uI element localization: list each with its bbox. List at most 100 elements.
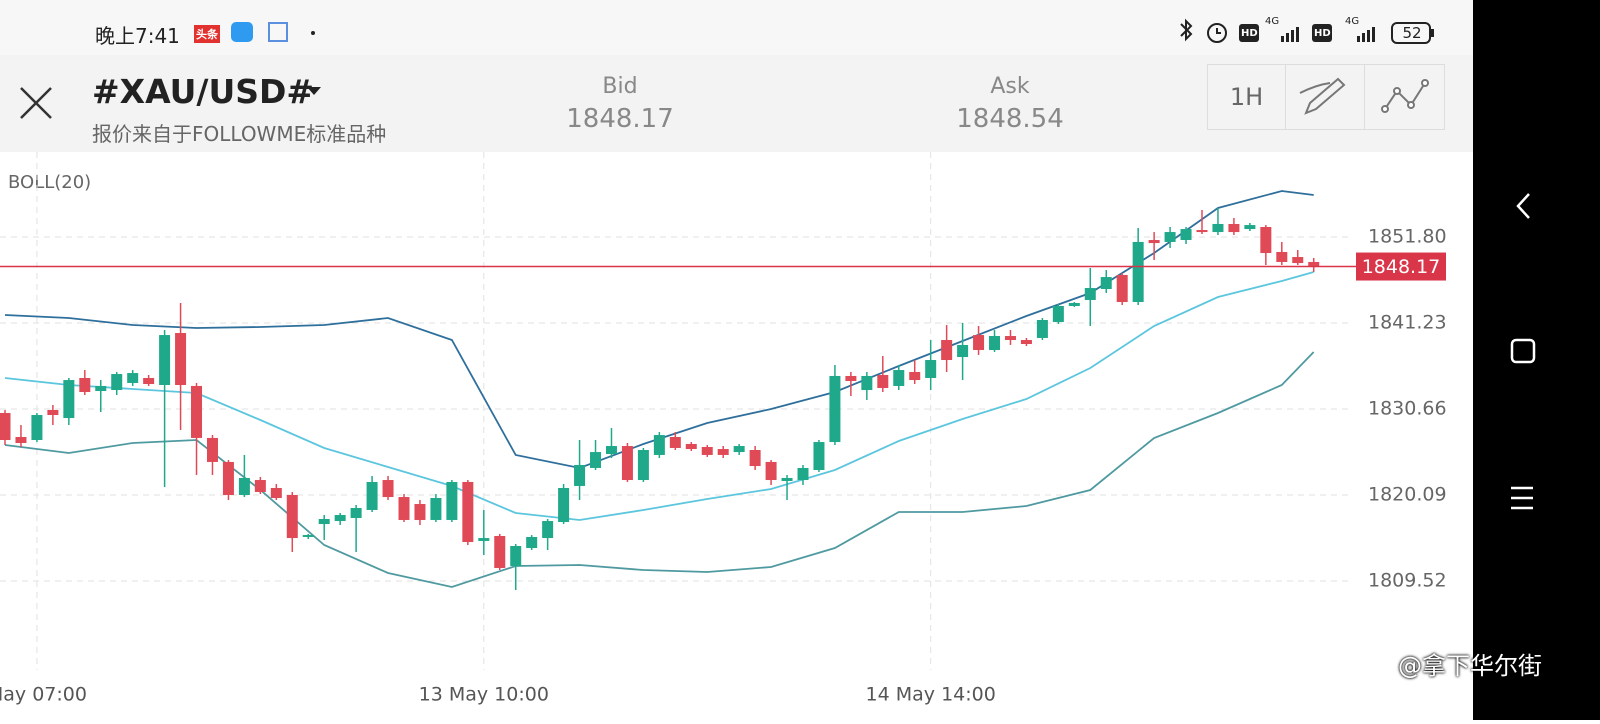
- candle-body: [79, 378, 91, 392]
- candle-body: [526, 536, 538, 549]
- hd-label: HD: [1241, 28, 1258, 39]
- candle-body: [733, 446, 745, 453]
- candle-body: [845, 375, 857, 382]
- candle-body: [398, 497, 410, 520]
- watermark: @拿下华尔街: [1398, 652, 1542, 680]
- bollinger-band: [4, 271, 1314, 521]
- candle-body: [542, 521, 554, 539]
- candle-body: [590, 452, 602, 468]
- candle-body: [286, 494, 298, 539]
- candle-body: [206, 437, 218, 462]
- bid-price: 1848.17: [566, 104, 674, 134]
- candle-body: [797, 467, 809, 481]
- cloud-icon: [231, 22, 253, 42]
- candle-body: [1036, 319, 1048, 338]
- close-button[interactable]: [18, 85, 54, 121]
- candle-body: [1292, 257, 1304, 264]
- candle-body: [478, 538, 490, 541]
- ask-label: Ask: [990, 74, 1030, 99]
- candle-body: [302, 535, 314, 537]
- candle-body: [1052, 305, 1064, 323]
- candle-body: [989, 336, 1001, 351]
- indicator-button[interactable]: [1364, 64, 1445, 130]
- candle-body: [494, 535, 506, 568]
- current-price-label: 1848.17: [1362, 256, 1441, 278]
- signal-bars: [1281, 27, 1375, 42]
- nav-bar: [1473, 0, 1600, 720]
- symbol[interactable]: #XAU/USD#: [92, 72, 315, 111]
- candle-body: [414, 504, 426, 520]
- candle-body: [925, 360, 937, 379]
- candle-body: [222, 461, 234, 495]
- candle-body: [1068, 302, 1080, 306]
- x-tick-label: 14 May 14:00: [866, 684, 996, 706]
- candle-body: [669, 436, 681, 448]
- candle-body: [1228, 223, 1240, 233]
- candle-body: [254, 480, 266, 492]
- candle-body: [446, 481, 458, 520]
- candle-body: [1100, 277, 1112, 289]
- candle-body: [749, 450, 761, 467]
- candle-body: [1212, 223, 1224, 233]
- nav-icons[interactable]: [1473, 0, 1600, 720]
- candle-body: [159, 335, 171, 385]
- candle-body: [510, 546, 522, 567]
- candle-body: [1180, 229, 1192, 241]
- quote-source: 报价来自于FOLLOWME标准品种: [92, 122, 387, 146]
- candle-body: [877, 374, 889, 389]
- dot: [311, 31, 315, 35]
- y-tick-label: 1841.23: [1368, 312, 1447, 334]
- status-icons: [1180, 18, 1434, 44]
- pen-icon: [1299, 77, 1346, 115]
- network-label: 4G: [1345, 16, 1360, 27]
- indicator-label: BOLL(20): [8, 172, 91, 193]
- draw-button[interactable]: [1285, 64, 1365, 130]
- header: #XAU/USD# 报价来自于FOLLOWME标准品种 Bid 1848.17 …: [0, 55, 1473, 152]
- y-tick-label: 1830.66: [1368, 397, 1447, 419]
- candle-body: [15, 436, 27, 444]
- candle-body: [621, 446, 633, 481]
- candle-body: [1084, 288, 1096, 300]
- symbol-dropdown[interactable]: [306, 85, 322, 97]
- candle-body: [462, 481, 474, 543]
- candle-body: [143, 378, 155, 385]
- candle-body: [605, 446, 617, 454]
- candle-body: [781, 477, 793, 481]
- candle-body: [1260, 227, 1272, 254]
- candle-body: [1148, 240, 1160, 244]
- candle-body: [111, 374, 123, 391]
- candle-body: [909, 371, 921, 381]
- candle-body: [0, 412, 11, 440]
- candle-body: [366, 481, 378, 510]
- ask-price: 1848.54: [956, 104, 1064, 134]
- chart: BOLL(20) 1851.80 1841.23 1830.66 1820.09 180…: [0, 152, 1447, 706]
- candle-body: [1308, 261, 1320, 267]
- hd-label: HD: [1314, 28, 1331, 39]
- calendar-icon: [268, 22, 288, 42]
- candle-body: [701, 446, 713, 455]
- x-tick-label: May 07:00: [0, 684, 87, 706]
- candle-body: [127, 373, 139, 383]
- candle-body: [893, 370, 905, 386]
- candle-body: [430, 498, 442, 520]
- candle-body: [1196, 230, 1208, 233]
- candle-body: [270, 487, 282, 499]
- candle-body: [813, 442, 825, 471]
- candle-body: [350, 508, 362, 519]
- candle-body: [1116, 275, 1128, 303]
- network-label: 4G: [1265, 16, 1280, 27]
- candle-body: [957, 344, 969, 358]
- candle-body: [175, 333, 187, 385]
- candle-body: [382, 480, 394, 498]
- candle-body: [685, 443, 697, 450]
- candle-body: [653, 435, 665, 455]
- timeframe-button[interactable]: 1H: [1207, 64, 1286, 130]
- candle-body: [1276, 251, 1288, 262]
- candle-body: [47, 409, 59, 416]
- bid-label: Bid: [602, 74, 638, 99]
- clock: 晚上7:41: [95, 24, 180, 48]
- status-bar: 晚上7:41 头条 HD HD 4G 4G 52: [0, 0, 1473, 55]
- y-tick-label: 1809.52: [1368, 569, 1447, 591]
- candle-body: [637, 450, 649, 481]
